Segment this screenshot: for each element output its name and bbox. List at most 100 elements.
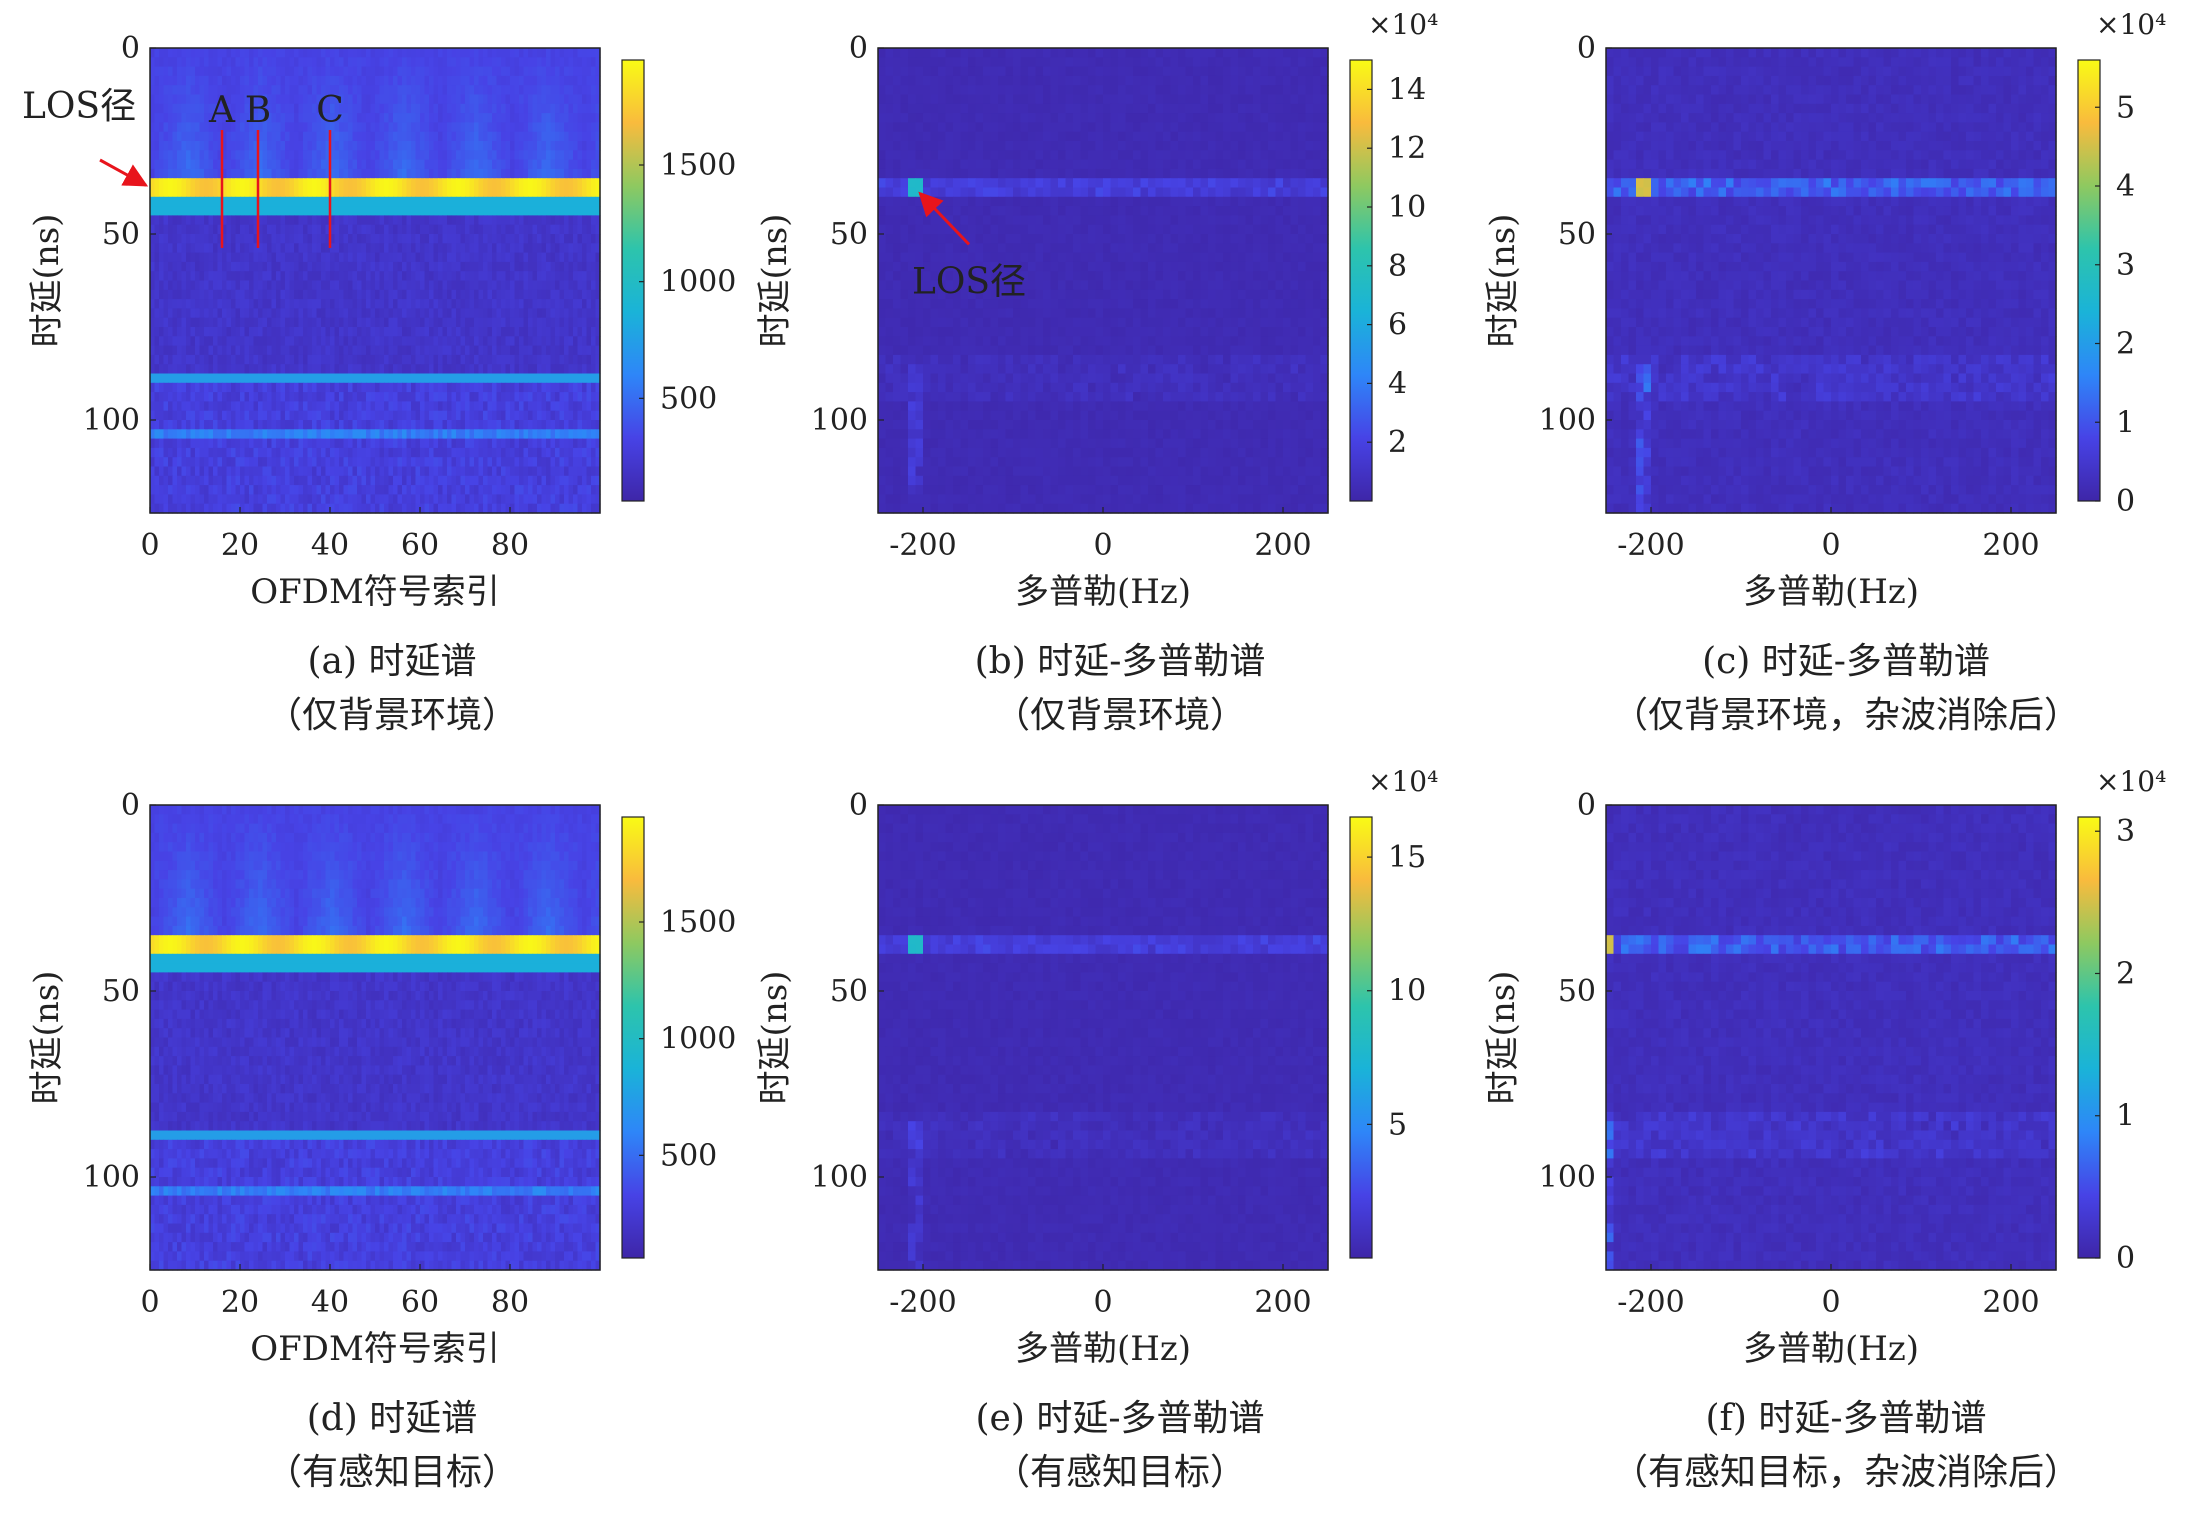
heatmap-cell	[235, 280, 241, 291]
heatmap-cell	[168, 206, 174, 216]
heatmap-cell	[253, 410, 259, 421]
heatmap-cell	[186, 187, 192, 198]
heatmap-cell	[411, 392, 417, 402]
heatmap-cell	[438, 187, 444, 198]
heatmap-cell	[217, 57, 223, 68]
heatmap-cell	[568, 57, 574, 68]
heatmap-cell	[501, 271, 507, 282]
heatmap-cell	[492, 382, 498, 393]
heatmap-cell	[433, 94, 439, 105]
heatmap-cell	[168, 429, 174, 440]
heatmap-cell	[348, 196, 354, 207]
heatmap-cell	[258, 494, 264, 505]
heatmap-cell	[163, 178, 169, 189]
heatmap-cell	[483, 336, 489, 347]
heatmap-cell	[379, 299, 385, 309]
heatmap-cell	[519, 271, 525, 282]
heatmap-cell	[415, 178, 421, 189]
heatmap-cell	[321, 150, 327, 161]
heatmap-cell	[505, 234, 511, 244]
heatmap-cell	[438, 103, 444, 114]
heatmap-cell	[168, 159, 174, 170]
heatmap-cell	[208, 168, 214, 179]
heatmap-cell	[343, 85, 349, 96]
heatmap-cell	[181, 299, 187, 309]
heatmap-cell	[595, 401, 601, 412]
heatmap-cell	[406, 85, 412, 96]
heatmap-cell	[591, 243, 597, 254]
heatmap-cell	[415, 122, 421, 133]
heatmap-cell	[276, 475, 282, 486]
heatmap-cell	[289, 196, 295, 207]
heatmap-cell	[582, 345, 588, 356]
heatmap-cell	[541, 48, 547, 58]
heatmap-cell	[402, 187, 408, 198]
heatmap-cell	[159, 289, 165, 300]
heatmap-cell	[330, 457, 336, 468]
heatmap-cell	[568, 327, 574, 337]
heatmap-cell	[537, 382, 543, 393]
heatmap-cell	[249, 103, 255, 114]
heatmap-cell	[339, 252, 345, 263]
heatmap-cell	[249, 206, 255, 216]
heatmap-cell	[195, 141, 201, 151]
heatmap-cell	[352, 131, 358, 142]
heatmap-cell	[375, 336, 381, 347]
heatmap-cell	[181, 401, 187, 412]
heatmap-cell	[159, 75, 165, 86]
heatmap-cell	[564, 271, 570, 282]
heatmap-cell	[226, 485, 232, 495]
heatmap-cell	[411, 271, 417, 282]
heatmap-cell	[321, 382, 327, 393]
heatmap-cell	[343, 336, 349, 347]
heatmap-cell	[402, 327, 408, 337]
heatmap-cell	[532, 103, 538, 114]
heatmap-cell	[429, 48, 435, 58]
heatmap-cell	[231, 308, 237, 319]
heatmap-cell	[420, 215, 426, 226]
heatmap-cell	[159, 280, 165, 291]
heatmap-cell	[298, 141, 304, 151]
heatmap-cell	[357, 94, 363, 105]
heatmap-cell	[150, 503, 156, 514]
heatmap-cell	[505, 261, 511, 272]
heatmap-cell	[505, 494, 511, 505]
heatmap-cell	[330, 131, 336, 142]
heatmap-cell	[591, 494, 597, 505]
heatmap-cell	[150, 280, 156, 291]
heatmap-cell	[595, 308, 601, 319]
heatmap-cell	[433, 224, 439, 235]
heatmap-cell	[532, 308, 538, 319]
heatmap-cell	[244, 187, 250, 198]
heatmap-cell	[379, 187, 385, 198]
heatmap-cell	[208, 243, 214, 254]
heatmap-a	[150, 48, 601, 514]
heatmap-cell	[348, 252, 354, 263]
heatmap-cell	[181, 94, 187, 105]
heatmap-cell	[546, 429, 552, 440]
heatmap-cell	[361, 122, 367, 133]
heatmap-cell	[595, 271, 601, 282]
heatmap-cell	[550, 382, 556, 393]
heatmap-cell	[546, 122, 552, 133]
heatmap-cell	[276, 466, 282, 477]
heatmap-cell	[163, 113, 169, 123]
heatmap-cell	[334, 466, 340, 477]
heatmap-cell	[154, 141, 160, 151]
heatmap-cell	[402, 122, 408, 133]
heatmap-cell	[393, 75, 399, 86]
heatmap-cell	[474, 475, 480, 486]
heatmap-cell	[231, 503, 237, 514]
heatmap-cell	[393, 485, 399, 495]
heatmap-cell	[519, 485, 525, 495]
heatmap-cell	[343, 66, 349, 77]
heatmap-cell	[528, 345, 534, 356]
heatmap-cell	[240, 373, 246, 384]
heatmap-cell	[280, 187, 286, 198]
heatmap-cell	[442, 317, 448, 328]
heatmap-cell	[316, 494, 322, 505]
heatmap-cell	[181, 280, 187, 291]
heatmap-cell	[537, 420, 543, 430]
heatmap-cell	[573, 261, 579, 272]
heatmap-cell	[343, 48, 349, 58]
